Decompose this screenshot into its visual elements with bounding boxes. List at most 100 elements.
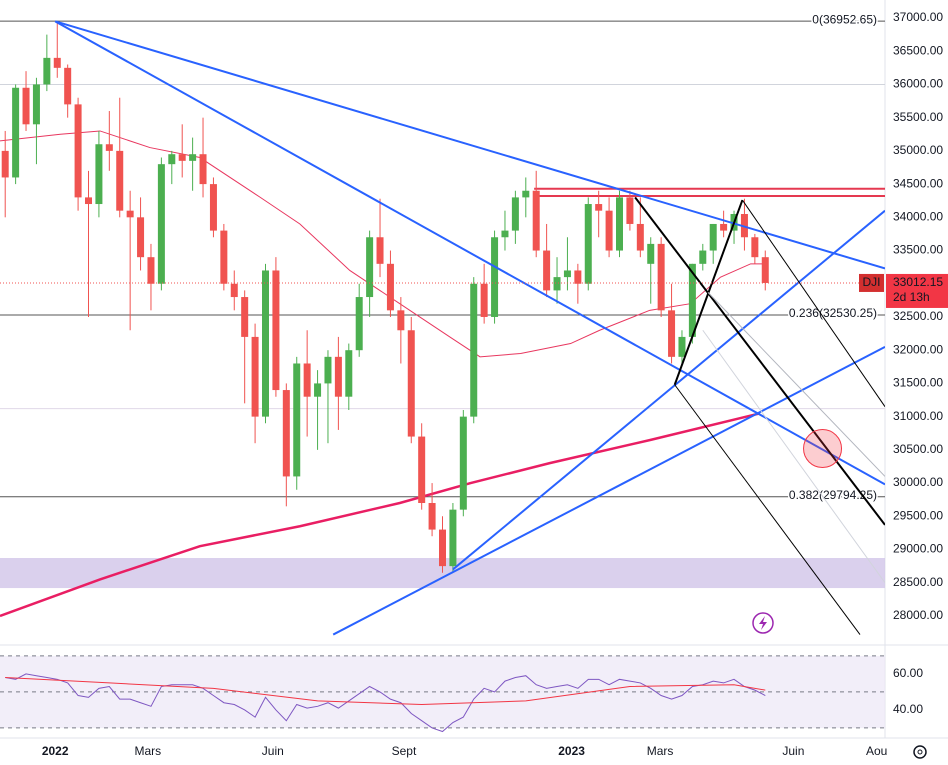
- candle-body: [324, 356, 332, 384]
- y-tick-label: 36000.00: [893, 77, 943, 91]
- candle-body: [386, 263, 394, 311]
- symbol-box: [859, 273, 884, 292]
- trend-line: [332, 345, 885, 636]
- candle-body: [220, 230, 228, 284]
- candle-body: [584, 204, 592, 284]
- y-tick-label: 32500.00: [893, 309, 943, 323]
- candle-body: [366, 237, 374, 298]
- x-tick-label: Juin: [782, 744, 804, 758]
- rsi-tick-label: 60.00: [893, 666, 923, 680]
- y-tick-label: 30000.00: [893, 475, 943, 489]
- rsi-tick-label: 40.00: [893, 702, 923, 716]
- candle-body: [668, 310, 676, 357]
- candle-body: [563, 270, 571, 278]
- candle-body: [657, 243, 665, 311]
- x-tick-label: Aou: [866, 744, 887, 758]
- candle-body: [397, 310, 405, 331]
- candle-body: [282, 390, 290, 477]
- axes: 28000.00 28500.00 29000.00 29500.00 30000.00…: [42, 10, 948, 758]
- y-tick-label: 28500.00: [893, 575, 943, 589]
- candle-body: [407, 330, 415, 437]
- candle-body: [501, 230, 509, 238]
- candle-body: [459, 416, 467, 510]
- candle-body: [449, 509, 457, 567]
- candle-body: [355, 297, 363, 351]
- candle-body: [511, 197, 519, 231]
- candle-body: [262, 270, 269, 417]
- rsi-pane: [0, 655, 885, 733]
- candle-body: [251, 336, 259, 417]
- candle-body: [12, 87, 20, 178]
- settings-icon[interactable]: [913, 745, 927, 759]
- candle-body: [157, 164, 165, 284]
- y-tick-label: 33500.00: [893, 243, 943, 257]
- candle-body: [209, 184, 217, 231]
- candle-body: [334, 356, 342, 397]
- fib-label: 0.382(29794.25): [789, 488, 877, 502]
- candle-body: [345, 350, 353, 397]
- candle-body: [85, 197, 92, 205]
- candle-body: [314, 383, 322, 397]
- y-tick-label: 35500.00: [893, 110, 943, 124]
- candle-body: [137, 217, 145, 258]
- candle-body: [116, 150, 124, 211]
- candle-body: [105, 144, 113, 151]
- candle-body: [636, 223, 644, 251]
- candle-body: [230, 283, 238, 298]
- alert-icon[interactable]: [752, 612, 774, 634]
- y-tick-label: 36500.00: [893, 43, 943, 57]
- x-tick-label: Mars: [135, 744, 162, 758]
- trend-line: [634, 196, 885, 526]
- candle-body: [199, 154, 207, 185]
- candle-body: [470, 283, 478, 417]
- y-tick-label: 37000.00: [893, 10, 943, 24]
- x-tick-label: Juin: [262, 744, 284, 758]
- y-tick-label: 29500.00: [893, 508, 943, 522]
- candle-body: [303, 363, 311, 397]
- candle-body: [522, 190, 530, 198]
- trend-line: [54, 20, 885, 486]
- symbol-label: DJI: [863, 275, 881, 289]
- trend-line: [54, 20, 885, 270]
- target-circle: [803, 429, 843, 469]
- candle-body: [595, 204, 603, 211]
- rsi-line: [5, 673, 766, 733]
- y-tick-label: 28000.00: [893, 608, 943, 622]
- candle-body: [605, 210, 613, 251]
- candle-body: [272, 270, 280, 391]
- candle-body: [95, 144, 103, 205]
- y-tick-label: 35000.00: [893, 143, 943, 157]
- candle-body: [699, 250, 707, 264]
- candle-body: [126, 210, 134, 218]
- candle-body: [418, 436, 426, 504]
- x-tick-label: 2022: [42, 744, 69, 758]
- candle-body: [241, 297, 249, 337]
- main-pane: 0(36952.65) 0.236(32530.25) 0.382(29794.25…: [0, 11, 885, 636]
- candle-body: [439, 529, 446, 567]
- candle-body: [189, 154, 197, 161]
- candle-body: [491, 237, 499, 317]
- y-tick-label: 31500.00: [893, 376, 943, 390]
- candle-body: [647, 243, 655, 264]
- candle-body: [761, 257, 769, 283]
- y-tick-label: 29000.00: [893, 542, 943, 556]
- price-box: [886, 273, 948, 308]
- candle-body: [574, 270, 582, 284]
- price-label: 33012.15: [893, 275, 943, 289]
- candle-body: [543, 250, 551, 291]
- x-tick-label: Sept: [392, 744, 417, 758]
- y-tick-label: 32000.00: [893, 342, 943, 356]
- candle-body: [1, 150, 9, 178]
- candle-body: [178, 154, 186, 161]
- y-tick-label: 31000.00: [893, 409, 943, 423]
- candle-body: [22, 87, 30, 125]
- fib-label: 0.236(32530.25): [789, 306, 877, 320]
- candle-body: [751, 237, 759, 258]
- trend-line: [707, 292, 885, 477]
- candle-body: [709, 223, 717, 251]
- trend-line: [452, 209, 885, 571]
- candle-body: [626, 197, 634, 224]
- trend-line: [674, 384, 861, 635]
